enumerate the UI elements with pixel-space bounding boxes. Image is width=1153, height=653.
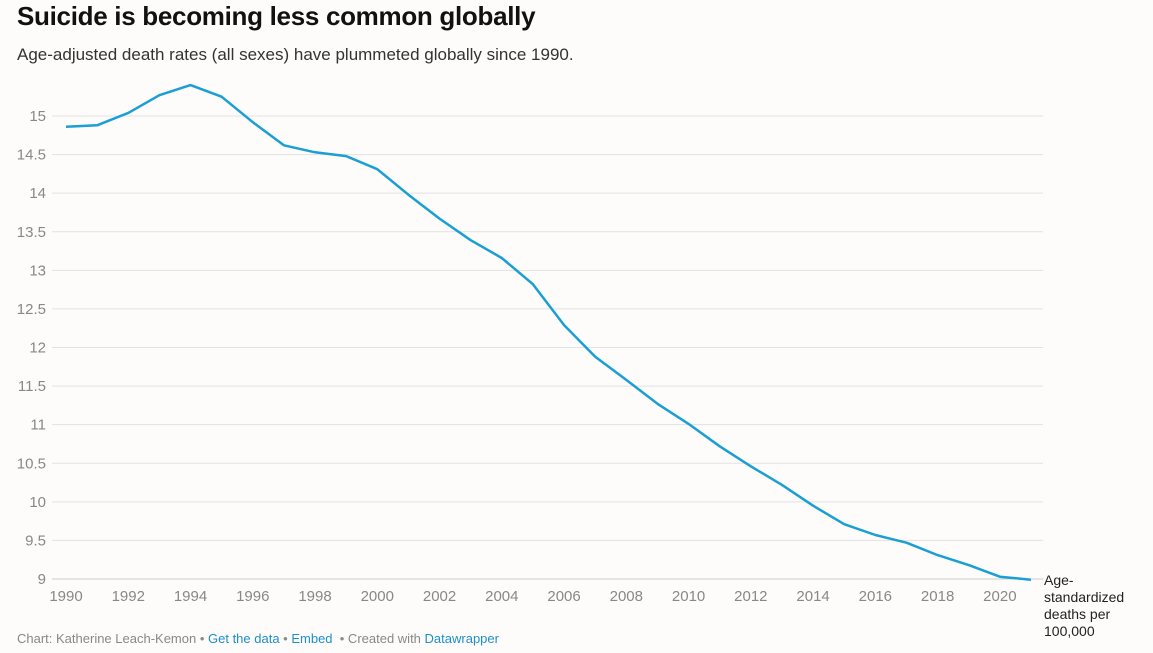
data-point xyxy=(717,443,723,449)
data-point xyxy=(623,377,629,383)
data-point xyxy=(935,552,941,558)
x-tick-label: 2006 xyxy=(547,588,580,605)
y-tick-label: 14 xyxy=(29,185,46,202)
series-line xyxy=(65,83,1032,582)
datawrapper-link[interactable]: Datawrapper xyxy=(424,631,499,646)
data-point xyxy=(94,122,100,128)
data-point xyxy=(437,216,443,222)
data-point xyxy=(343,153,349,159)
data-point xyxy=(530,281,536,287)
separator: • xyxy=(279,631,292,646)
data-point xyxy=(966,562,972,568)
y-tick-label: 11.5 xyxy=(18,378,46,395)
data-point xyxy=(63,124,69,130)
chart-title: Suicide is becoming less common globally xyxy=(17,1,536,31)
y-tick-label: 9 xyxy=(38,571,46,588)
x-tick-label: 1994 xyxy=(174,588,207,605)
y-tick-label: 13.5 xyxy=(17,224,46,241)
data-point xyxy=(654,401,660,407)
y-tick-label: 15 xyxy=(29,108,46,125)
data-point xyxy=(188,82,194,88)
data-point xyxy=(156,92,162,98)
y-tick-label: 12.5 xyxy=(17,301,46,318)
x-tick-label: 2008 xyxy=(610,588,643,605)
data-point xyxy=(779,482,785,488)
x-tick-label: 2000 xyxy=(361,588,394,605)
data-point xyxy=(561,322,567,328)
data-point xyxy=(281,142,287,148)
x-tick-label: 2020 xyxy=(983,588,1016,605)
data-point xyxy=(250,119,256,125)
byline: Chart: Katherine Leach-Kemon xyxy=(17,631,197,646)
x-tick-label: 1990 xyxy=(49,588,82,605)
data-point xyxy=(592,354,598,360)
x-tick-label: 2010 xyxy=(672,588,705,605)
x-tick-label: 1996 xyxy=(236,588,269,605)
get-data-link[interactable]: Get the data xyxy=(208,631,280,646)
footer: Chart: Katherine Leach-Kemon • Get the d… xyxy=(17,631,499,646)
embed-link[interactable]: Embed xyxy=(291,631,333,646)
x-tick-label: 2014 xyxy=(796,588,829,605)
x-tick-label: 2018 xyxy=(921,588,954,605)
x-tick-label: 1992 xyxy=(112,588,145,605)
x-tick-label: 2004 xyxy=(485,588,518,605)
data-point xyxy=(312,149,318,155)
x-tick-label: 2016 xyxy=(859,588,892,605)
y-tick-label: 12 xyxy=(29,340,46,357)
data-point xyxy=(997,574,1003,580)
y-tick-label: 9.5 xyxy=(25,532,46,549)
x-tick-label: 2002 xyxy=(423,588,456,605)
x-tick-label: 1998 xyxy=(298,588,331,605)
data-point xyxy=(405,192,411,198)
data-point xyxy=(686,421,692,427)
unit-label: Age-standardized deaths per 100,000 xyxy=(1044,572,1125,639)
created-with-text: • Created with xyxy=(332,631,425,646)
y-tick-label: 11 xyxy=(30,417,46,434)
y-tick-label: 13 xyxy=(29,262,46,279)
y-tick-label: 10 xyxy=(29,494,46,511)
data-point xyxy=(219,94,225,100)
data-point xyxy=(1028,577,1034,583)
data-point xyxy=(468,237,474,243)
data-point xyxy=(748,463,754,469)
data-point xyxy=(903,540,909,546)
data-point xyxy=(374,166,380,172)
x-tick-label: 2012 xyxy=(734,588,767,605)
y-tick-label: 10.5 xyxy=(17,455,46,472)
data-point xyxy=(872,532,878,538)
separator: • xyxy=(196,631,208,646)
data-point xyxy=(810,503,816,509)
y-tick-label: 14.5 xyxy=(17,147,46,164)
data-point xyxy=(125,110,131,116)
data-point xyxy=(499,255,505,261)
chart-subtitle: Age-adjusted death rates (all sexes) hav… xyxy=(17,45,574,64)
data-point xyxy=(841,521,847,527)
